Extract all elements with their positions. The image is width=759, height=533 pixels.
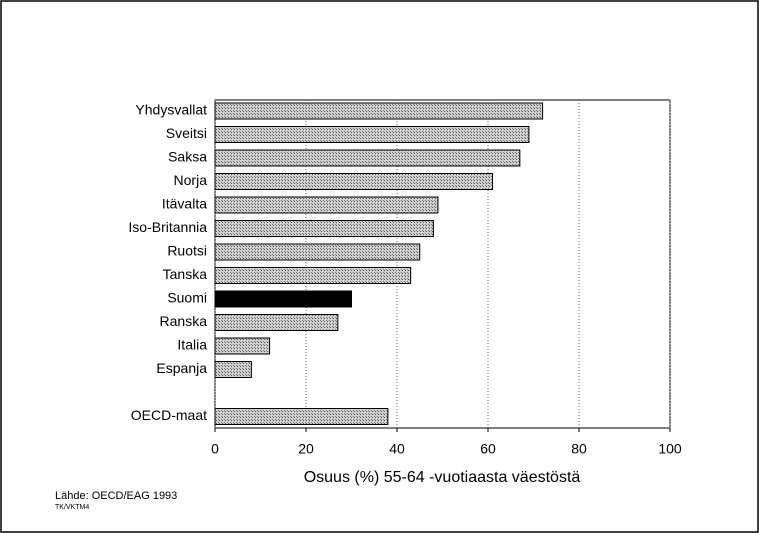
y-tick-label: Yhdysvallat: [135, 102, 207, 118]
x-tick-label: 80: [571, 441, 587, 457]
y-tick-label: Italia: [177, 337, 207, 353]
x-tick-label: 20: [298, 441, 314, 457]
bar: [214, 220, 434, 237]
x-tick-label: 0: [211, 441, 219, 457]
bar: [214, 196, 439, 214]
bar: [214, 267, 412, 284]
x-axis-label: Osuus (%) 55-64 -vuotiaasta väestöstä: [304, 469, 581, 486]
bar: [214, 361, 252, 378]
bar: [214, 173, 494, 190]
y-tick-label: Norja: [174, 172, 208, 188]
plot-area: [214, 99, 671, 429]
y-tick-label: Itävalta: [162, 196, 207, 212]
y-tick-label: Iso-Britannia: [128, 219, 207, 235]
bar: [214, 314, 339, 331]
y-tick-label: Tanska: [163, 266, 208, 282]
y-tick-label: Ranska: [160, 313, 208, 329]
bar: [214, 408, 389, 425]
y-tick-label: Saksa: [168, 149, 207, 165]
bar: [214, 290, 352, 308]
bar: [214, 102, 544, 120]
bar: [214, 126, 530, 143]
bar: [214, 149, 521, 167]
bar: [214, 243, 421, 261]
y-tick-label: OECD-maat: [131, 407, 207, 423]
source: Lähde: OECD/EAG 1993: [55, 490, 177, 502]
code: TK/VKTM4: [55, 504, 89, 511]
y-tick-label: Espanja: [156, 360, 207, 376]
y-tick-label: Sveitsi: [166, 125, 207, 141]
x-tick-label: 60: [480, 441, 496, 457]
bar: [214, 337, 271, 355]
x-tick-label: 40: [389, 441, 405, 457]
y-tick-label: Ruotsi: [167, 243, 207, 259]
x-tick-label: 100: [658, 441, 682, 457]
y-tick-label: Suomi: [167, 290, 207, 306]
